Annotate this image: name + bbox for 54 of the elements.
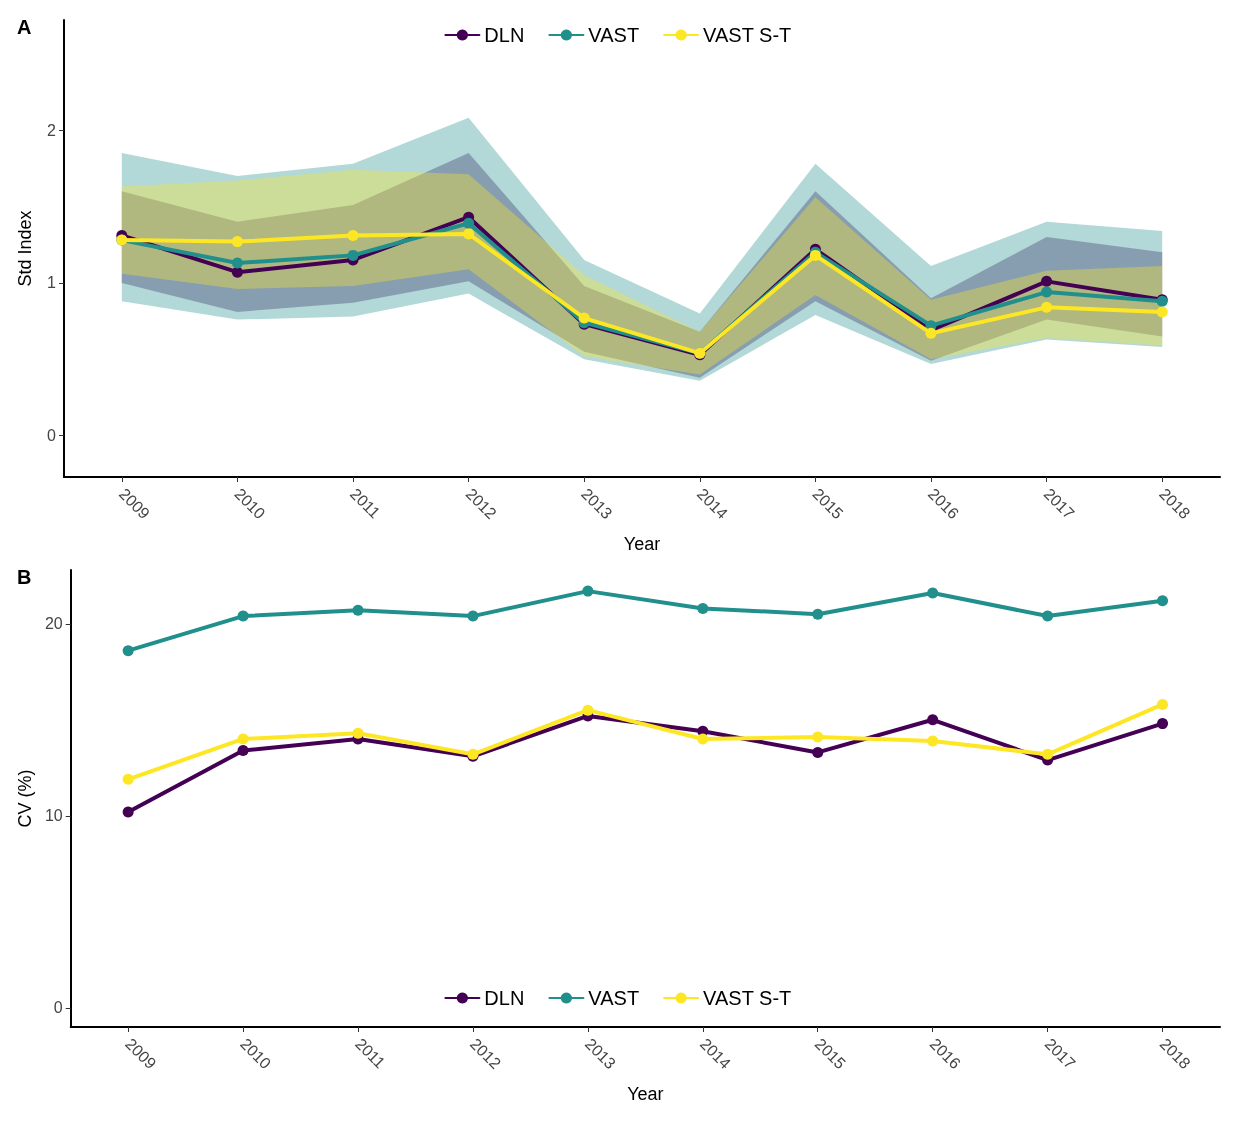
- y-axis-title: CV (%): [15, 769, 35, 828]
- point: [231, 257, 243, 269]
- y-tick-label: 0: [53, 999, 63, 1017]
- legend-label: VAST: [588, 987, 640, 1009]
- point: [237, 733, 249, 745]
- point: [467, 610, 479, 622]
- point: [578, 312, 590, 324]
- y-axis-title: Std Index: [15, 210, 35, 287]
- point: [352, 727, 364, 739]
- point: [1157, 718, 1169, 730]
- y-tick-label: 0: [47, 427, 57, 445]
- point: [122, 645, 134, 657]
- chart-title: A: [17, 16, 32, 38]
- point: [812, 746, 824, 758]
- y-tick-label: 1: [47, 274, 57, 292]
- point: [352, 604, 364, 616]
- point: [1042, 610, 1054, 622]
- point: [812, 608, 824, 620]
- point: [231, 266, 243, 278]
- legend-label: DLN: [484, 24, 525, 46]
- point: [463, 228, 475, 240]
- point: [122, 773, 134, 785]
- x-axis-title: Year: [623, 534, 661, 554]
- point: [1041, 301, 1053, 313]
- point: [927, 587, 939, 599]
- point: [463, 217, 475, 229]
- point: [1041, 275, 1053, 287]
- point: [237, 610, 249, 622]
- legend-label: VAST: [588, 24, 640, 46]
- legend-label: VAST S-T: [703, 24, 792, 46]
- point: [582, 585, 594, 597]
- point: [927, 735, 939, 747]
- x-axis-title: Year: [627, 1084, 664, 1104]
- point: [1157, 698, 1169, 710]
- point: [582, 704, 594, 716]
- y-tick-label: 20: [44, 615, 63, 633]
- point: [1041, 286, 1053, 298]
- point: [231, 236, 243, 248]
- y-tick-label: 10: [44, 807, 63, 825]
- point: [237, 745, 249, 756]
- point: [927, 714, 939, 726]
- legend-label: VAST S-T: [703, 987, 792, 1009]
- point: [1156, 306, 1168, 318]
- point: [122, 806, 134, 818]
- point: [697, 602, 709, 614]
- y-tick-label: 2: [47, 121, 57, 139]
- point: [347, 230, 359, 242]
- point: [347, 249, 359, 261]
- chart-title: B: [17, 566, 32, 588]
- point: [1042, 748, 1054, 760]
- point: [697, 733, 709, 745]
- point: [812, 731, 824, 743]
- point: [1157, 595, 1169, 607]
- legend-label: DLN: [484, 987, 525, 1009]
